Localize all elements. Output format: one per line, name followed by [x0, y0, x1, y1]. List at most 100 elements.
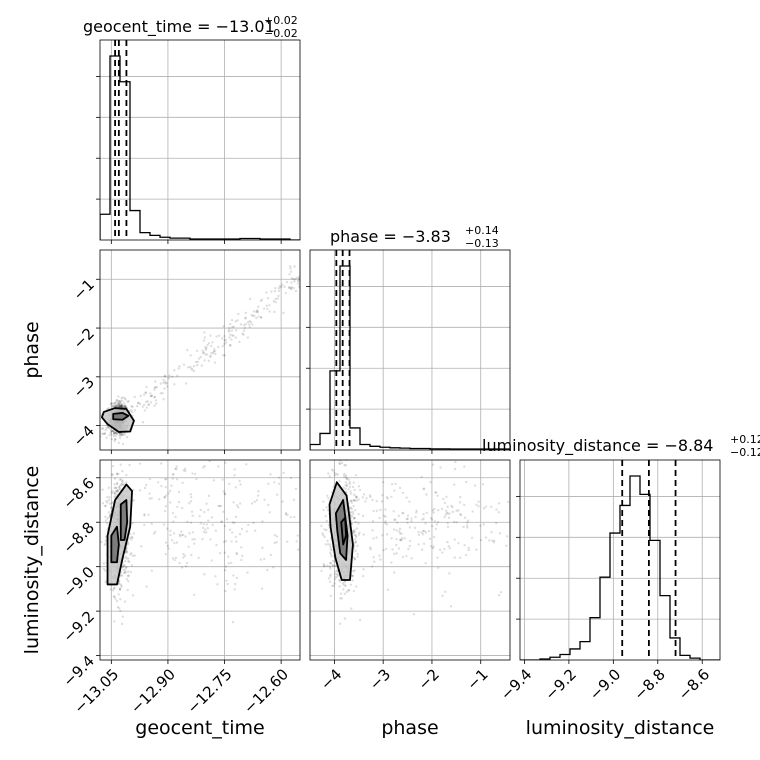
scatter-point	[131, 410, 134, 414]
scatter-point	[414, 515, 417, 519]
scatter-point	[256, 309, 259, 312]
scatter-point	[266, 568, 269, 572]
hist-steps-luminosity_distance	[520, 475, 720, 660]
scatter-point	[344, 474, 348, 477]
scatter-point	[492, 541, 496, 544]
scatter-point	[235, 504, 239, 507]
scatter-point	[390, 482, 394, 486]
scatter-point	[223, 524, 227, 528]
scatter-point	[206, 344, 209, 347]
scatter-point	[444, 513, 447, 517]
scatter-point	[230, 338, 233, 341]
scatter-point	[355, 499, 359, 502]
scatter-point	[124, 555, 128, 559]
scatter-points	[100, 460, 300, 626]
scatter-point	[114, 431, 118, 434]
scatter-point	[337, 578, 341, 582]
scatter-point	[350, 499, 353, 503]
scatter-point	[222, 540, 226, 544]
scatter-point	[228, 482, 231, 486]
scatter-point	[297, 276, 300, 279]
scatter-point	[132, 488, 135, 492]
scatter-point	[446, 525, 450, 529]
scatter-point	[392, 528, 396, 531]
scatter-point	[192, 369, 196, 373]
scatter-point	[110, 402, 114, 405]
scatter-point	[228, 343, 232, 347]
scatter-point	[471, 510, 474, 513]
scatter-point	[118, 484, 121, 488]
scatter-point	[204, 348, 207, 351]
scatter-point	[107, 407, 111, 410]
scatter-point	[334, 576, 337, 579]
scatter-point	[372, 509, 375, 513]
scatter-point	[122, 401, 126, 405]
scatter-point	[164, 494, 168, 497]
scatter-point	[352, 531, 355, 535]
scatter-point	[217, 504, 220, 508]
scatter-point	[163, 495, 166, 499]
scatter-point	[446, 521, 449, 525]
scatter-point	[215, 335, 218, 338]
scatter-point	[143, 523, 146, 526]
scatter-point	[114, 431, 118, 435]
scatter-point	[354, 508, 357, 512]
scatter-point	[354, 541, 358, 544]
scatter-point	[190, 367, 193, 370]
scatter-point	[422, 517, 425, 520]
scatter-point	[294, 487, 298, 491]
scatter-point	[446, 540, 449, 544]
scatter-point	[421, 533, 425, 536]
scatter-point	[121, 615, 125, 618]
scatter-point	[224, 569, 227, 572]
scatter-point	[113, 620, 116, 623]
scatter-point	[163, 375, 167, 378]
scatter-point	[210, 559, 213, 562]
scatter-point	[352, 493, 356, 497]
scatter-point	[172, 532, 176, 535]
scatter-point	[420, 475, 423, 479]
scatter-point	[117, 395, 120, 398]
scatter-point	[123, 404, 127, 407]
scatter-point	[140, 545, 143, 548]
scatter-point	[143, 409, 147, 412]
scatter-point	[268, 511, 271, 514]
scatter-point	[156, 481, 160, 484]
scatter-point	[207, 508, 210, 512]
scatter-point	[94, 440, 96, 442]
scatter-point	[101, 488, 104, 491]
scatter-point	[117, 404, 120, 407]
scatter-point	[124, 566, 127, 570]
scatter-point	[260, 587, 264, 590]
scatter-point	[111, 429, 115, 433]
scatter-point	[489, 505, 493, 509]
scatter-point	[284, 513, 288, 516]
scatter-point	[184, 469, 187, 473]
scatter-point	[203, 464, 206, 468]
scatter-point	[112, 434, 116, 438]
scatter-point	[434, 491, 438, 494]
scatter-point	[199, 355, 202, 359]
scatter-point	[182, 533, 185, 537]
scatter-point	[334, 570, 338, 573]
scatter-point	[391, 548, 394, 551]
scatter-point	[420, 531, 423, 534]
scatter-point	[104, 542, 107, 545]
scatter-point	[193, 537, 196, 541]
scatter-point	[115, 486, 118, 489]
scatter-point	[352, 517, 356, 520]
scatter-point	[223, 334, 226, 338]
scatter-point	[100, 540, 103, 544]
scatter-point	[158, 498, 161, 501]
xlabel-geocent-time: geocent_time	[135, 717, 264, 739]
scatter-point	[245, 463, 248, 466]
scatter-point	[124, 405, 127, 408]
scatter-point	[358, 488, 362, 492]
scatter-point	[495, 521, 498, 525]
scatter-point	[162, 523, 166, 526]
scatter-point	[287, 286, 291, 289]
scatter-point	[248, 297, 252, 301]
scatter-point	[216, 583, 219, 586]
scatter-point	[214, 529, 218, 532]
scatter-point	[247, 523, 250, 527]
